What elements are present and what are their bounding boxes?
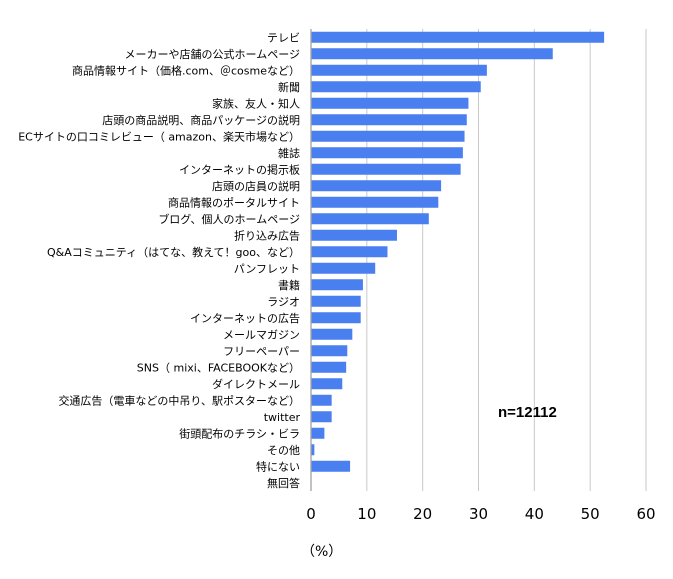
x-tick-label: 0: [306, 505, 316, 523]
bar: [311, 345, 348, 357]
category-label: 特にない: [256, 459, 300, 473]
bar: [311, 64, 487, 76]
category-label: 店頭の店員の説明: [212, 179, 300, 193]
bar: [311, 262, 376, 274]
bar: [311, 180, 442, 192]
x-tick-label: 60: [636, 505, 655, 523]
category-labels: テレビメーカーや店舗の公式ホームページ商品情報サイト（価格.com、＠cosme…: [18, 31, 300, 490]
category-label: 店頭の商品説明、商品パッケージの説明: [102, 113, 300, 127]
bar: [311, 130, 465, 142]
bar: [311, 279, 363, 291]
category-label: 無回答: [267, 476, 300, 490]
category-label: ECサイトの口コミレビュー（ amazon、楽天市場など）: [18, 129, 300, 143]
category-label: インターネットの広告: [190, 312, 300, 325]
bar: [311, 295, 361, 307]
x-tick-label: 20: [413, 505, 432, 523]
x-axis-unit-label: （%）: [301, 544, 342, 560]
x-tick-label: 30: [469, 505, 488, 523]
category-label: 折り込み広告: [234, 228, 300, 242]
sample-size-annotation: n=12112: [498, 404, 557, 421]
bar: [311, 81, 481, 93]
category-label: メーカーや店舗の公式ホームページ: [125, 47, 300, 61]
category-label: その他: [267, 444, 300, 457]
category-label: SNS（ mixi、FACEBOOKなど）: [137, 361, 300, 374]
bar: [311, 427, 325, 439]
bar: [311, 196, 439, 208]
bars: [311, 31, 605, 472]
category-label: 街頭配布のチラシ・ビラ: [179, 426, 300, 440]
category-label: 商品情報のポータルサイト: [168, 195, 300, 209]
category-label: 新聞: [278, 80, 300, 94]
bar: [311, 312, 361, 324]
bar: [311, 114, 467, 126]
category-label: ダイレクトメール: [212, 377, 300, 391]
bar: [311, 246, 388, 258]
bar: [311, 361, 347, 373]
category-label: テレビ: [267, 31, 300, 44]
bar: [311, 444, 315, 456]
category-label: インターネットの掲示板: [179, 162, 300, 176]
bar: [311, 213, 429, 225]
category-label: Q&Aコミュニティ（はてな、教えて！goo、など）: [47, 246, 300, 259]
bar: [311, 48, 553, 60]
category-label: フリーペーパー: [223, 345, 300, 358]
bar: [311, 229, 397, 241]
bar: [311, 460, 351, 472]
category-label: ブログ、個人のホームページ: [158, 212, 300, 226]
bar: [311, 394, 332, 406]
x-tick-label: 50: [581, 505, 600, 523]
bar: [311, 147, 463, 159]
category-label: パンフレット: [234, 262, 300, 275]
category-label: 雑誌: [278, 146, 300, 160]
category-label: 交通広告（電車などの中吊り、駅ポスターなど）: [58, 393, 300, 407]
category-label: メールマガジン: [223, 328, 300, 341]
x-tick-labels: 0 10 20 30 40 50 60: [306, 505, 655, 523]
category-label: twitter: [264, 411, 301, 424]
bar: [311, 31, 605, 43]
category-label: 商品情報サイト（価格.com、＠cosmeなど）: [72, 63, 300, 77]
bar: [311, 328, 353, 340]
category-label: 書籍: [278, 278, 300, 292]
bar: [311, 411, 332, 423]
x-tick-label: 40: [525, 505, 544, 523]
bar: [311, 97, 469, 109]
x-tick-label: 10: [357, 505, 376, 523]
category-label: ラジオ: [267, 295, 300, 308]
bar: [311, 163, 461, 175]
bar: [311, 378, 343, 390]
category-label: 家族、友人・知人: [212, 96, 300, 110]
